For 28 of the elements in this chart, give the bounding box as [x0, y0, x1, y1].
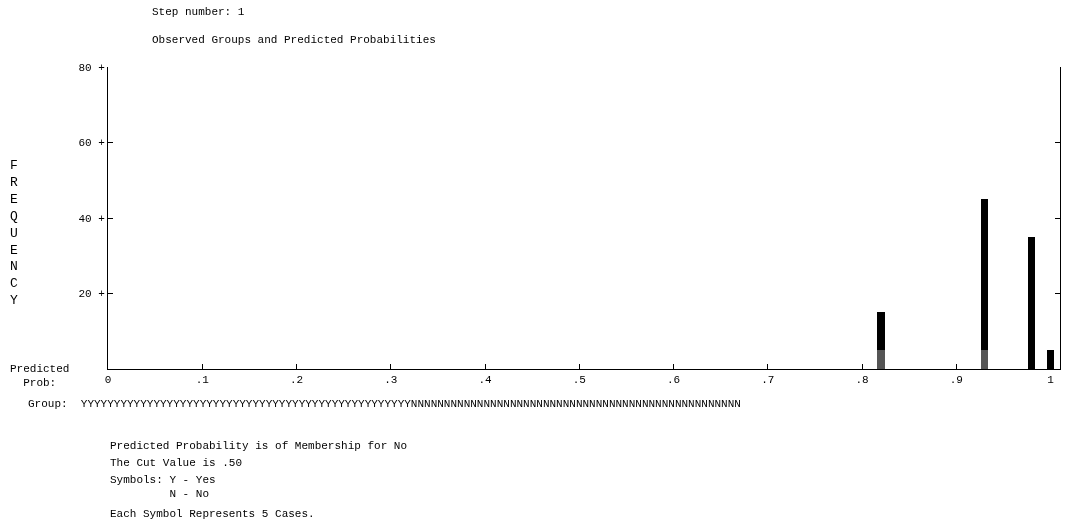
text: The Cut Value is .50 — [110, 457, 243, 469]
x-tick-label: 0 — [104, 374, 112, 387]
text: Group: YYYYYYYYYYYYYYYYYYYYYYYYYYYYYYYYYYYYYYYYYYYYYYYYYYNNNNNNNNNNNNNNNNNNNNNNNNNNNNNNNNNNNNNNNNNNNNNNNNNN — [28, 398, 741, 410]
x-tick-label: .4 — [478, 374, 493, 387]
text: Predicted Probability is of Membership for No — [110, 440, 408, 452]
text: Symbols: Y - Yes N - No — [110, 474, 216, 501]
chart-title: Step number: 1 — [152, 6, 245, 18]
bar — [980, 199, 989, 351]
chart-subtitle: Observed Groups and Predicted Probabilities — [152, 34, 436, 46]
bar — [980, 350, 989, 369]
x-tick-label: .3 — [384, 374, 398, 387]
x-tick-label: 1 — [1047, 374, 1055, 387]
x-tick-label: .5 — [572, 374, 586, 387]
bar — [877, 312, 885, 351]
x-tick-label: .8 — [855, 374, 869, 387]
x-tick-label: .7 — [761, 374, 775, 387]
x-tick-label: .1 — [195, 374, 210, 387]
x-axis-title: Predicted Prob: — [10, 363, 70, 390]
x-tick-label: .9 — [949, 374, 963, 387]
text: FREQUENCY — [10, 158, 18, 309]
x-tick-label: .6 — [666, 374, 681, 387]
y-tick-label: 80 + — [78, 61, 105, 74]
y-tick-label: 20 + — [78, 288, 105, 301]
y-tick-label: 60 + — [78, 137, 105, 150]
y-tick-label: 40 + — [78, 212, 105, 225]
bar — [877, 350, 885, 369]
text: Each Symbol Represents 5 Cases. — [110, 508, 315, 520]
x-tick-label: .2 — [289, 374, 304, 387]
